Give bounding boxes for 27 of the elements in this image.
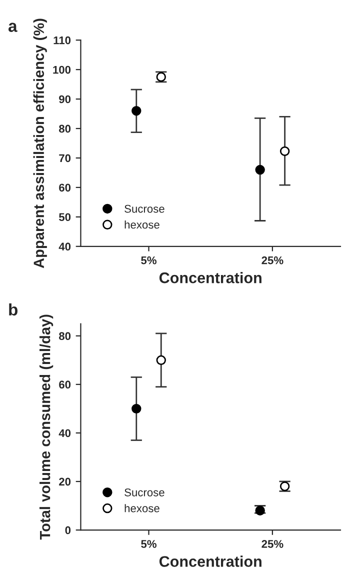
legend-label: Sucrose xyxy=(124,204,164,213)
y-tick-label: 90 xyxy=(59,95,71,104)
y-tick-label: 100 xyxy=(53,66,71,74)
y-tick-label: 80 xyxy=(59,124,71,133)
y-tick-label: 20 xyxy=(59,478,71,486)
y-tick-label: 50 xyxy=(58,213,71,222)
x-tick-label: 25% xyxy=(262,540,284,548)
legend-label: hexose xyxy=(124,504,160,512)
chart-title: a xyxy=(8,22,18,32)
y-tick-label: 40 xyxy=(58,242,71,251)
y-axis-title: Apparent assimilation efficiency (%) xyxy=(33,18,47,268)
y-axis-title: Total volume consumed (ml/day) xyxy=(40,314,54,540)
y-tick-label: 60 xyxy=(59,380,71,389)
y-tick-label: 40 xyxy=(58,429,71,438)
legend-label: hexose xyxy=(124,220,160,229)
x-axis-title: Concentration xyxy=(159,272,262,284)
x-tick-label: 5% xyxy=(141,256,156,264)
y-tick-label: 60 xyxy=(59,184,71,192)
y-tick-label: 70 xyxy=(59,154,71,162)
y-tick-label: 0 xyxy=(65,526,71,534)
legend-label: Sucrose xyxy=(124,488,164,496)
y-tick-label: 80 xyxy=(59,332,71,340)
x-tick-label: 5% xyxy=(141,540,156,548)
chart-title: b xyxy=(9,303,18,316)
y-tick-label: 110 xyxy=(54,36,71,44)
x-axis-title: Concentration xyxy=(159,556,262,567)
x-tick-label: 25% xyxy=(262,256,284,264)
